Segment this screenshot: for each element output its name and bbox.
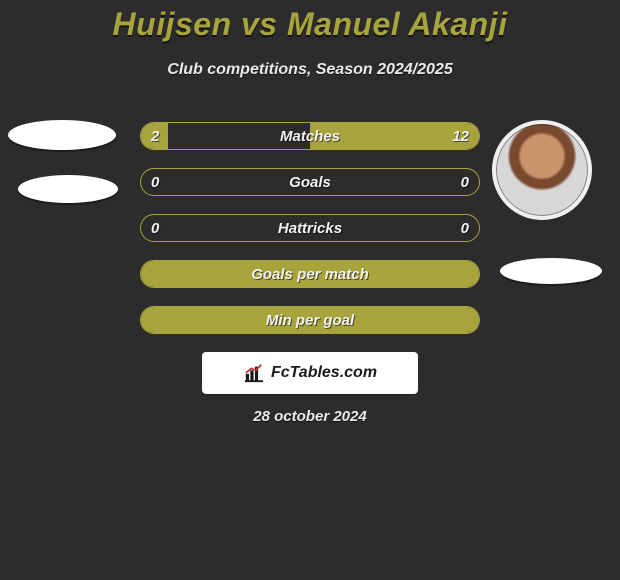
stat-value-left: 0 [151, 215, 181, 241]
avatar [492, 120, 592, 220]
stat-value-right: 0 [439, 169, 469, 195]
decor-ellipse [8, 120, 116, 150]
source-logo: FcTables.com [202, 352, 418, 394]
decor-ellipse [500, 258, 602, 284]
decor-ellipse [18, 175, 118, 203]
date: 28 october 2024 [0, 408, 620, 425]
stat-bar-right [310, 123, 479, 149]
stat-label: Goals [141, 169, 479, 195]
stat-row: 0 0Goals [140, 168, 480, 196]
stat-value-left: 0 [151, 169, 181, 195]
stat-row: 212Matches [140, 122, 480, 150]
stat-label: Hattricks [141, 215, 479, 241]
chart-icon [243, 363, 265, 383]
subtitle: Club competitions, Season 2024/2025 [0, 61, 620, 79]
page-title: Huijsen vs Manuel Akanji [0, 6, 620, 43]
stat-value-right: 0 [439, 215, 469, 241]
stat-bar-left [141, 307, 479, 333]
stat-bar-left [141, 123, 168, 149]
stats-container: 212Matches00Goals00HattricksGoals per ma… [140, 122, 480, 352]
stat-bar-left [141, 261, 479, 287]
stat-row: Goals per match [140, 260, 480, 288]
stat-row: Min per goal [140, 306, 480, 334]
source-logo-text: FcTables.com [271, 364, 377, 382]
stat-row: 0 0Hattricks [140, 214, 480, 242]
